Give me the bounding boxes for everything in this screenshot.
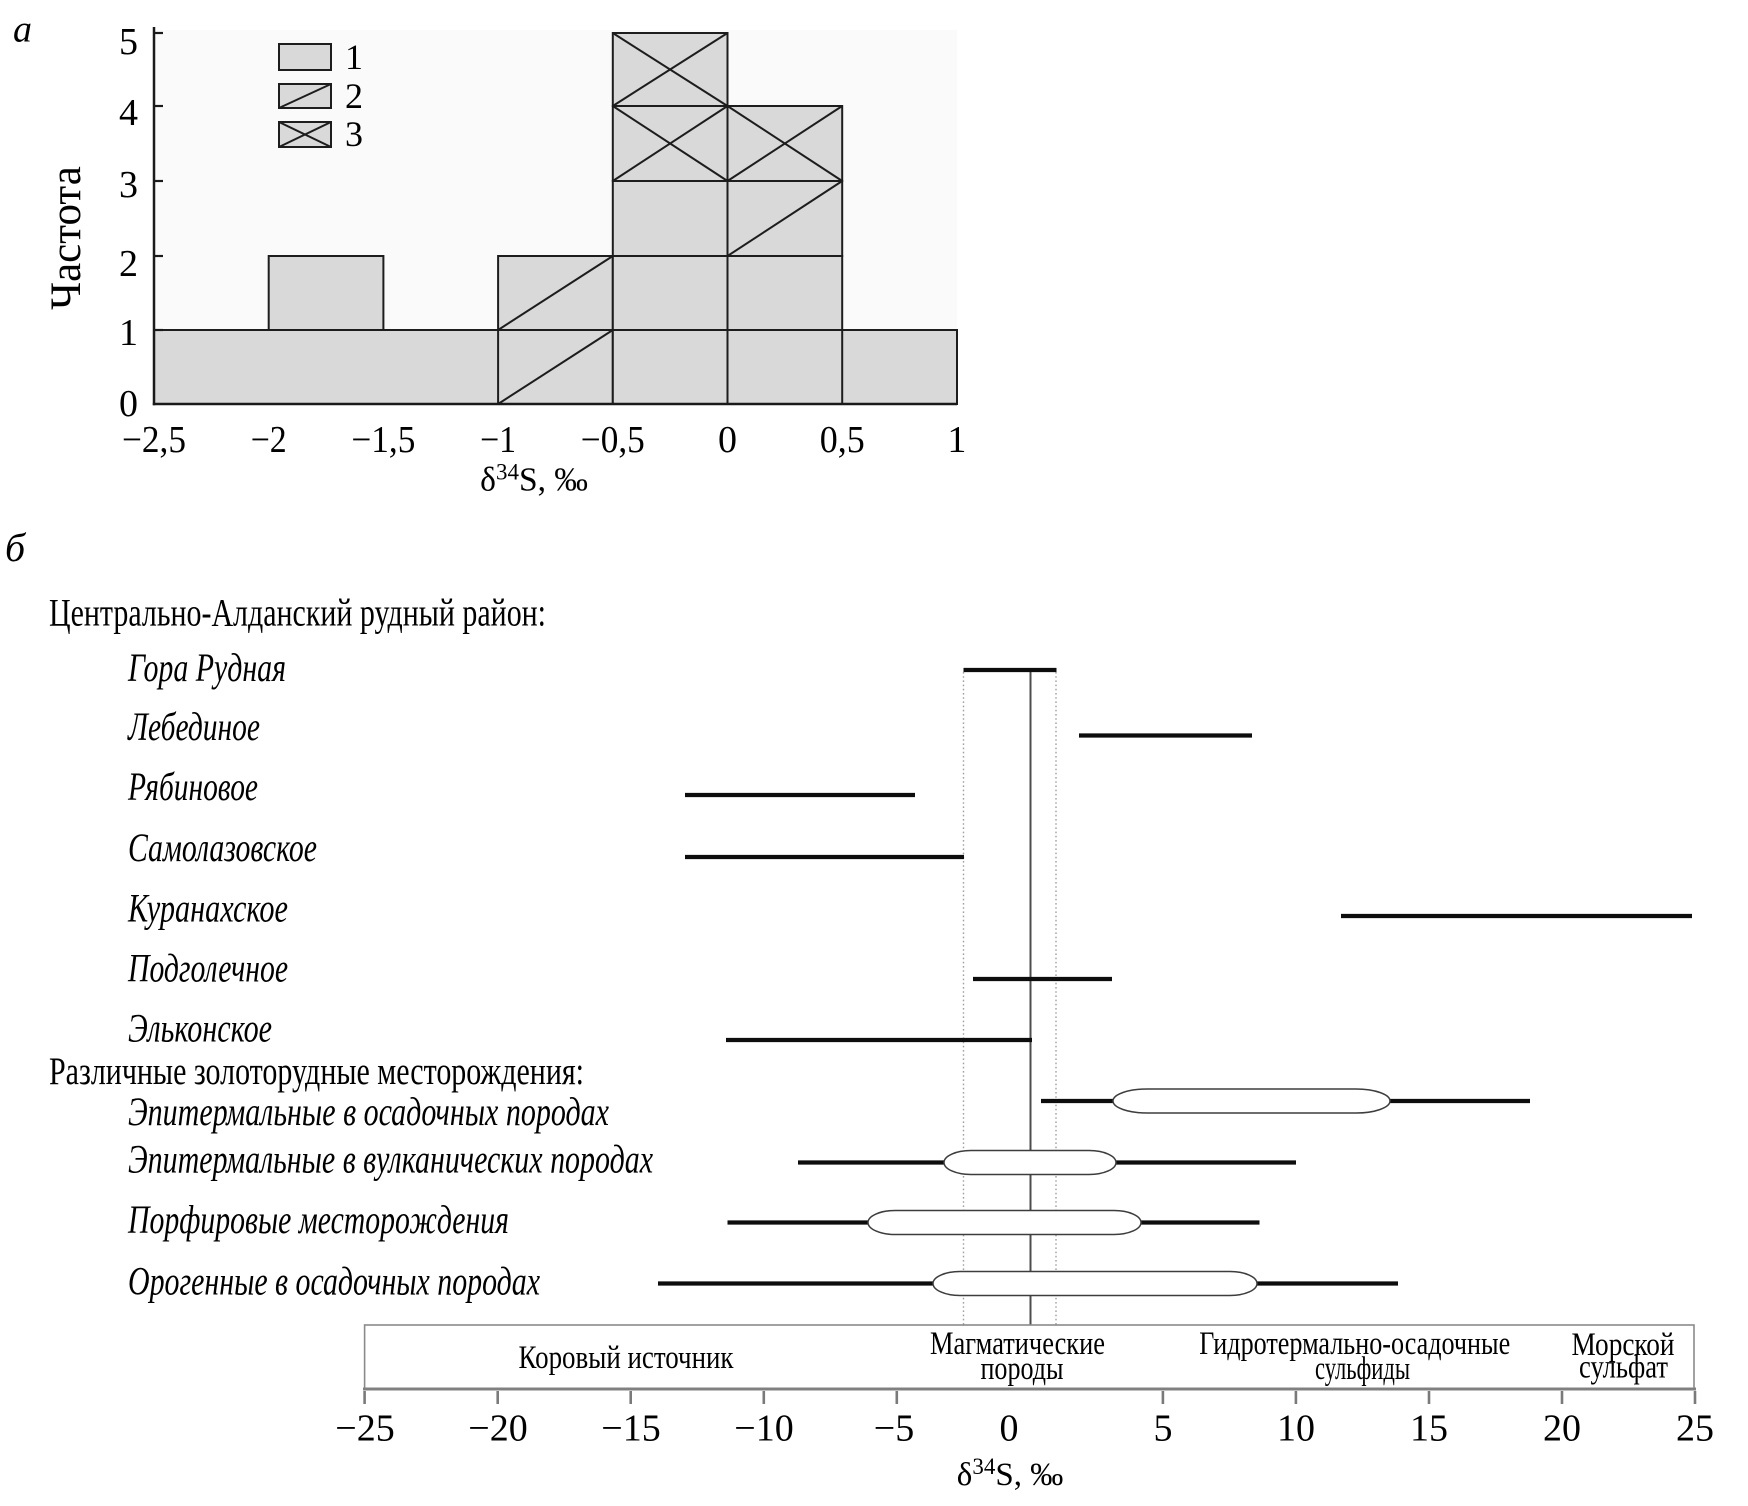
svg-text:2: 2 [345, 76, 363, 116]
svg-text:−1: −1 [480, 419, 516, 461]
svg-text:Коровый источник: Коровый источник [519, 1340, 735, 1376]
svg-text:0: 0 [119, 383, 138, 425]
svg-text:−5: −5 [874, 1408, 914, 1450]
svg-text:δ34S, ‰: δ34S, ‰ [957, 1454, 1063, 1493]
svg-text:3: 3 [119, 164, 138, 206]
svg-text:5: 5 [1154, 1408, 1173, 1450]
svg-text:4: 4 [119, 92, 138, 134]
svg-text:сульфат: сульфат [1579, 1350, 1668, 1386]
svg-text:Гора Рудная: Гора Рудная [127, 645, 286, 690]
svg-text:−2: −2 [251, 419, 287, 461]
svg-text:1: 1 [119, 312, 138, 354]
svg-text:2: 2 [119, 243, 138, 285]
svg-text:Частота: Частота [43, 166, 90, 310]
svg-text:3: 3 [345, 114, 363, 154]
svg-text:0,5: 0,5 [820, 419, 865, 461]
svg-text:−0,5: −0,5 [581, 419, 645, 461]
svg-text:a: a [13, 9, 32, 51]
svg-text:−15: −15 [601, 1408, 660, 1450]
svg-text:0: 0 [1000, 1408, 1019, 1450]
svg-text:Центрально-Алданский рудный ра: Центрально-Алданский рудный район: [49, 592, 546, 635]
svg-text:1: 1 [947, 419, 966, 461]
svg-text:25: 25 [1676, 1408, 1714, 1450]
svg-text:15: 15 [1410, 1408, 1448, 1450]
svg-text:−10: −10 [734, 1408, 793, 1450]
svg-text:Порфировые месторождения: Порфировые месторождения [127, 1197, 509, 1242]
svg-text:Морской: Морской [1572, 1327, 1675, 1363]
svg-text:0: 0 [718, 419, 737, 461]
svg-text:Эпитермальные в вулканических: Эпитермальные в вулканических породах [128, 1137, 653, 1182]
svg-text:Различные золоторудные месторо: Различные золоторудные месторождения: [49, 1050, 584, 1093]
svg-text:Лебединое: Лебединое [127, 704, 260, 749]
svg-text:1: 1 [345, 37, 363, 77]
svg-text:5: 5 [119, 21, 138, 63]
svg-text:−20: −20 [468, 1408, 527, 1450]
svg-text:Самолазовское: Самолазовское [128, 825, 317, 870]
svg-text:20: 20 [1543, 1408, 1581, 1450]
svg-text:Эльконское: Эльконское [128, 1006, 272, 1051]
svg-text:Подголечное: Подголечное [127, 946, 288, 991]
svg-text:10: 10 [1277, 1408, 1315, 1450]
svg-text:Рябиновое: Рябиновое [127, 764, 258, 809]
svg-text:Гидротермально-осадочные: Гидротермально-осадочные [1199, 1326, 1510, 1362]
svg-text:−1,5: −1,5 [351, 419, 415, 461]
svg-text:Эпитермальные в осадочных поро: Эпитермальные в осадочных породах [128, 1089, 609, 1134]
svg-text:Магматические: Магматические [930, 1326, 1105, 1362]
svg-text:б: б [5, 525, 27, 570]
svg-text:Куранахское: Куранахское [127, 886, 288, 931]
svg-text:сульфиды: сульфиды [1315, 1351, 1410, 1387]
svg-text:породы: породы [981, 1351, 1064, 1387]
svg-text:Орогенные в осадочных породах: Орогенные в осадочных породах [128, 1259, 540, 1304]
svg-text:−2,5: −2,5 [122, 419, 186, 461]
svg-text:δ34S, ‰: δ34S, ‰ [480, 460, 588, 499]
svg-text:−25: −25 [335, 1408, 394, 1450]
